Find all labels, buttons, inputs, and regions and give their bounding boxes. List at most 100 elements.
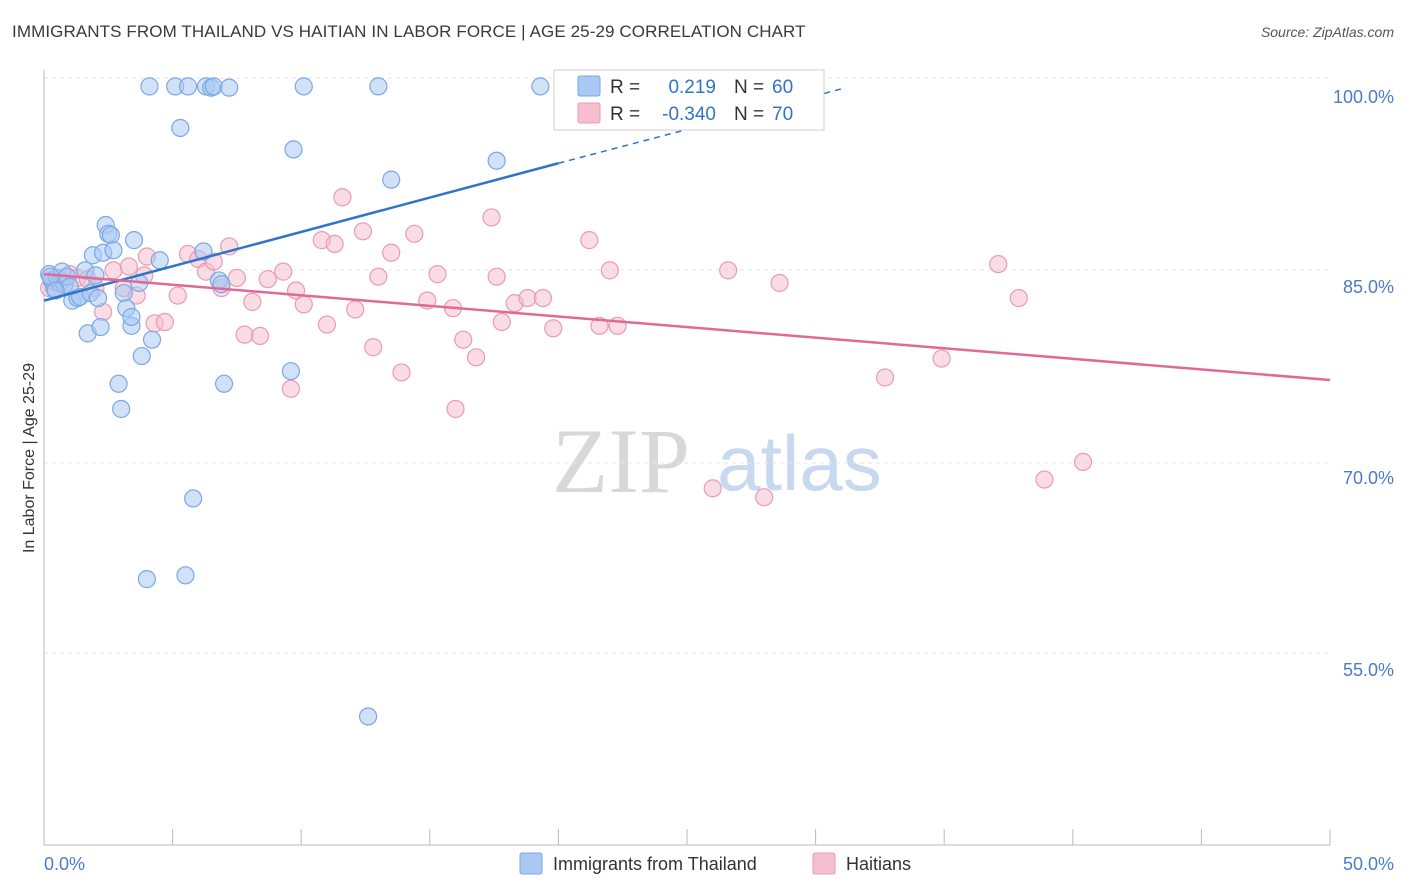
haitians-point <box>281 379 301 398</box>
haitians-point <box>405 224 424 243</box>
y-tick-label: 55.0% <box>1343 660 1394 680</box>
haitians-point <box>875 368 895 387</box>
haitians-point <box>492 312 511 332</box>
haitians-point <box>932 349 951 368</box>
thailand-point <box>176 566 195 585</box>
thailand-point <box>142 330 162 349</box>
thailand-point <box>184 489 203 508</box>
thailand-point <box>132 346 151 366</box>
haitians-point <box>703 479 722 498</box>
haitians-point <box>227 268 246 288</box>
thailand-point <box>86 266 105 285</box>
haitians-point <box>482 208 501 227</box>
haitians-point <box>235 325 254 344</box>
thailand-point <box>369 77 388 96</box>
haitians-point <box>168 286 187 305</box>
thailand-point <box>281 362 301 381</box>
trend-line-haitians <box>43 272 1331 382</box>
thailand-point <box>150 251 169 270</box>
x-tick-label-min: 0.0% <box>44 854 85 874</box>
thailand-point <box>531 77 550 96</box>
haitians-point <box>364 338 383 357</box>
haitians-point <box>353 222 373 241</box>
haitians-point <box>466 348 486 367</box>
thailand-point <box>124 231 144 250</box>
thailand-point <box>91 317 110 337</box>
legend-n-value-thailand: 60 <box>772 77 793 98</box>
trend-line-thailand <box>43 162 559 302</box>
thailand-point <box>382 170 401 189</box>
haitians-point <box>533 288 553 308</box>
y-tick-label: 85.0% <box>1343 277 1394 297</box>
y-axis-label: In Labor Force | Age 25-29 <box>21 363 38 553</box>
y-tick-label: 70.0% <box>1343 468 1394 488</box>
thailand-point <box>114 283 133 303</box>
haitians-point <box>325 234 344 254</box>
haitians-point <box>155 312 174 332</box>
haitians-point <box>518 288 537 308</box>
thailand-point <box>171 118 190 138</box>
bottom-legend-label-thailand: Immigrants from Thailand <box>553 854 757 874</box>
legend-n-value-haitians: 70 <box>772 104 793 125</box>
series-legend: Immigrants from Thailand Haitians <box>519 852 911 875</box>
haitians-point <box>755 488 774 507</box>
bottom-legend-swatch-haitians <box>812 852 836 875</box>
haitians-point <box>274 262 293 281</box>
haitians-point <box>258 270 277 289</box>
thailand-point <box>101 225 120 245</box>
thailand-point <box>204 77 223 96</box>
haitians-point <box>580 231 599 250</box>
haitians-point <box>369 267 388 286</box>
thailand-point <box>214 374 234 393</box>
haitians-point <box>317 315 337 334</box>
haitians-point <box>1035 470 1054 489</box>
gridlines <box>44 77 1330 654</box>
haitians-point <box>487 267 506 286</box>
haitians-point <box>1073 452 1093 472</box>
legend-swatch-haitians <box>577 102 601 124</box>
bottom-legend-label-haitians: Haitians <box>846 854 911 874</box>
legend-r-label-haitians: R = <box>610 104 640 125</box>
haitians-point <box>392 363 411 382</box>
thailand-point <box>137 570 156 589</box>
series-immigrants-from-thailand <box>40 77 550 726</box>
correlation-legend: R = 0.219 N = 60 R = -0.340 N = 70 <box>553 69 825 131</box>
x-axis-ticks <box>43 829 1331 845</box>
haitians-point <box>333 188 352 207</box>
haitians-point <box>104 261 123 280</box>
legend-n-label-haitians: N = <box>734 104 764 125</box>
haitians-point <box>294 295 313 314</box>
source-credit: Source: ZipAtlas.com <box>1260 24 1394 40</box>
thailand-point <box>284 140 303 159</box>
haitians-point <box>446 399 465 419</box>
thailand-point <box>178 77 198 96</box>
haitians-point <box>600 261 619 280</box>
thailand-point <box>88 288 108 308</box>
haitians-point <box>250 326 270 345</box>
legend-r-label-thailand: R = <box>610 77 640 98</box>
haitians-point <box>428 265 447 284</box>
legend-swatch-thailand <box>577 75 601 97</box>
chart-title: IMMIGRANTS FROM THAILAND VS HAITIAN IN L… <box>12 22 806 41</box>
haitians-point <box>243 292 262 311</box>
haitians-point <box>454 330 473 349</box>
thailand-point <box>112 399 131 419</box>
haitians-point <box>590 316 609 335</box>
x-tick-label-max: 50.0% <box>1343 854 1394 874</box>
bottom-legend-swatch-thailand <box>519 852 543 875</box>
haitians-point <box>119 257 138 276</box>
haitians-point <box>989 254 1008 274</box>
thailand-point <box>358 707 378 726</box>
thailand-point <box>140 77 159 96</box>
watermark-zip: ZIP <box>552 410 690 512</box>
thailand-point <box>109 374 128 393</box>
thailand-point <box>122 307 141 327</box>
haitians-point <box>770 273 789 293</box>
legend-n-label-thailand: N = <box>734 77 764 98</box>
thailand-point <box>220 78 239 97</box>
thailand-point <box>104 241 123 260</box>
legend-r-value-thailand: 0.219 <box>668 77 716 98</box>
thailand-point <box>46 281 65 300</box>
haitians-point <box>346 300 365 319</box>
